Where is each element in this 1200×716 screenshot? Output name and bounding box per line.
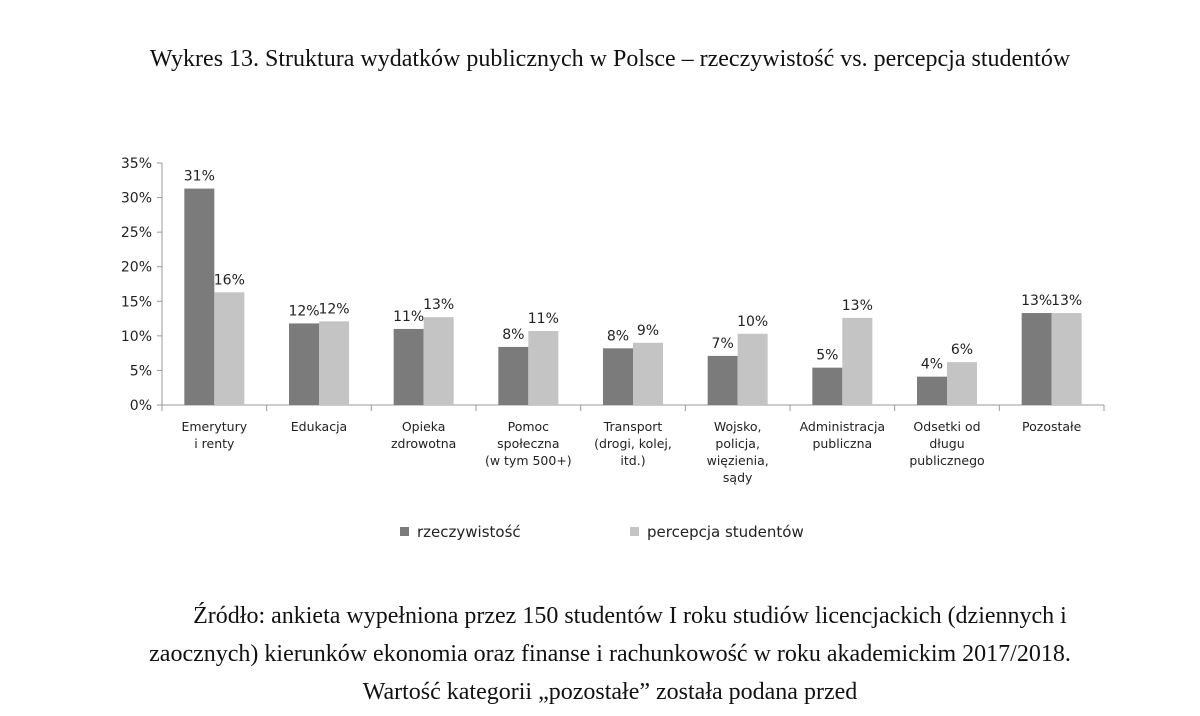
x-category-label: Administracja publiczna	[800, 419, 886, 451]
x-category-label: Edukacja	[291, 419, 347, 434]
data-label: 7%	[712, 336, 734, 352]
data-label: 8%	[607, 328, 629, 344]
bar-percepcja	[947, 362, 977, 405]
y-tick-label: 20%	[121, 260, 152, 276]
y-tick-label: 35%	[121, 156, 152, 172]
data-label: 4%	[921, 357, 943, 373]
data-label: 12%	[318, 301, 349, 317]
bar-rzeczywistosc	[393, 328, 424, 405]
y-tick-label: 30%	[121, 191, 152, 207]
x-category-label-line: Emerytury	[181, 419, 247, 434]
legend-label: percepcja studentów	[647, 523, 804, 541]
data-label: 11%	[528, 311, 559, 327]
x-category-label-line: więzienia,	[707, 453, 769, 468]
data-label: 11%	[393, 309, 424, 325]
x-category-label: Pomoc społeczna (w tym 500+)	[485, 419, 572, 468]
bar-rzeczywistosc	[498, 346, 529, 405]
legend-swatch	[400, 527, 409, 536]
x-category-label-line: (drogi, kolej,	[594, 436, 672, 451]
chart-caption: Wykres 13. Struktura wydatków publicznyc…	[149, 46, 1071, 72]
x-category-label-line: sądy	[723, 470, 753, 485]
x-category-label-line: itd.)	[620, 453, 645, 468]
y-tick-label: 25%	[121, 225, 152, 241]
source-text: Źródło: ankieta wypełniona przez 150 stu…	[149, 603, 1071, 705]
data-label: 10%	[737, 314, 768, 330]
x-category-label-line: Pomoc	[508, 419, 550, 434]
x-category-label-line: Pozostałe	[1022, 419, 1082, 434]
x-category-label-line: Administracja	[800, 419, 886, 434]
x-category-label: Pozostałe	[1022, 419, 1082, 434]
bar-percepcja	[528, 331, 559, 405]
y-tick-label: 10%	[121, 329, 152, 345]
bar-rzeczywistosc	[1021, 313, 1052, 405]
data-label: 6%	[951, 342, 973, 358]
bar-percepcja	[319, 321, 349, 405]
data-label: 8%	[502, 327, 524, 343]
data-label: 13%	[423, 297, 454, 313]
bar-rzeczywistosc	[184, 188, 215, 405]
y-axis: 0% 5% 10% 15% 20% 25% 30% 35%	[121, 156, 163, 414]
y-tick-label: 15%	[121, 294, 152, 310]
bar-rzeczywistosc	[812, 367, 843, 405]
y-tick-label: 0%	[130, 398, 152, 414]
x-category-label-line: Odsetki od	[913, 419, 980, 434]
bar-rzeczywistosc	[707, 355, 738, 405]
bars	[184, 188, 1082, 405]
x-category-label-line: Transport	[603, 419, 663, 434]
y-tick-label: 5%	[130, 363, 152, 379]
x-category-label-line: Wojsko,	[714, 419, 762, 434]
bar-percepcja	[737, 333, 768, 405]
data-label: 12%	[288, 303, 319, 319]
category-labels: Emerytury i renty Edukacja Opieka zdrowotna P…	[181, 419, 1081, 485]
legend: rzeczywistość percepcja studentów	[400, 523, 804, 541]
bar-rzeczywistosc	[289, 323, 319, 405]
bar-rzeczywistosc	[603, 348, 633, 405]
x-category-label-line: publicznego	[909, 453, 984, 468]
x-category-label-line: i renty	[194, 436, 235, 451]
source-note: Źródło: ankieta wypełniona przez 150 stu…	[115, 597, 1105, 711]
data-label: 5%	[816, 348, 838, 364]
x-category-label: Transport (drogi, kolej, itd.)	[594, 419, 672, 468]
x-category-label-line: publiczna	[812, 436, 872, 451]
data-labels: 31%16%12%12% 11%13%8%11%8% 9%7%10%5%13%4%6…	[184, 169, 1082, 373]
x-category-label-line: społeczna	[497, 436, 559, 451]
legend-swatch	[630, 527, 639, 536]
bar-percepcja	[633, 342, 663, 405]
data-label: 13%	[1021, 293, 1052, 309]
legend-label: rzeczywistość	[417, 523, 521, 541]
data-label: 13%	[842, 298, 873, 314]
data-label: 9%	[637, 323, 659, 339]
x-category-label: Wojsko, policja, więzienia, sądy	[707, 419, 769, 485]
x-category-label-line: Edukacja	[291, 419, 347, 434]
x-category-label-line: zdrowotna	[391, 436, 456, 451]
x-axis	[161, 404, 1105, 411]
data-label: 31%	[184, 169, 215, 185]
x-category-label-line: policja,	[715, 436, 760, 451]
x-category-label: Odsetki od długu publicznego	[909, 419, 984, 468]
bar-percepcja	[214, 292, 245, 405]
data-label: 16%	[214, 272, 245, 288]
bar-percepcja	[423, 317, 454, 405]
bar-percepcja	[1051, 313, 1082, 405]
x-category-label: Opieka zdrowotna	[391, 419, 456, 451]
x-category-label-line: (w tym 500+)	[485, 453, 572, 468]
x-category-label: Emerytury i renty	[181, 419, 247, 451]
bar-rzeczywistosc	[917, 376, 947, 405]
bar-percepcja	[842, 317, 873, 405]
x-category-label-line: długu	[929, 436, 964, 451]
x-category-label-line: Opieka	[402, 419, 446, 434]
data-label: 13%	[1051, 293, 1082, 309]
